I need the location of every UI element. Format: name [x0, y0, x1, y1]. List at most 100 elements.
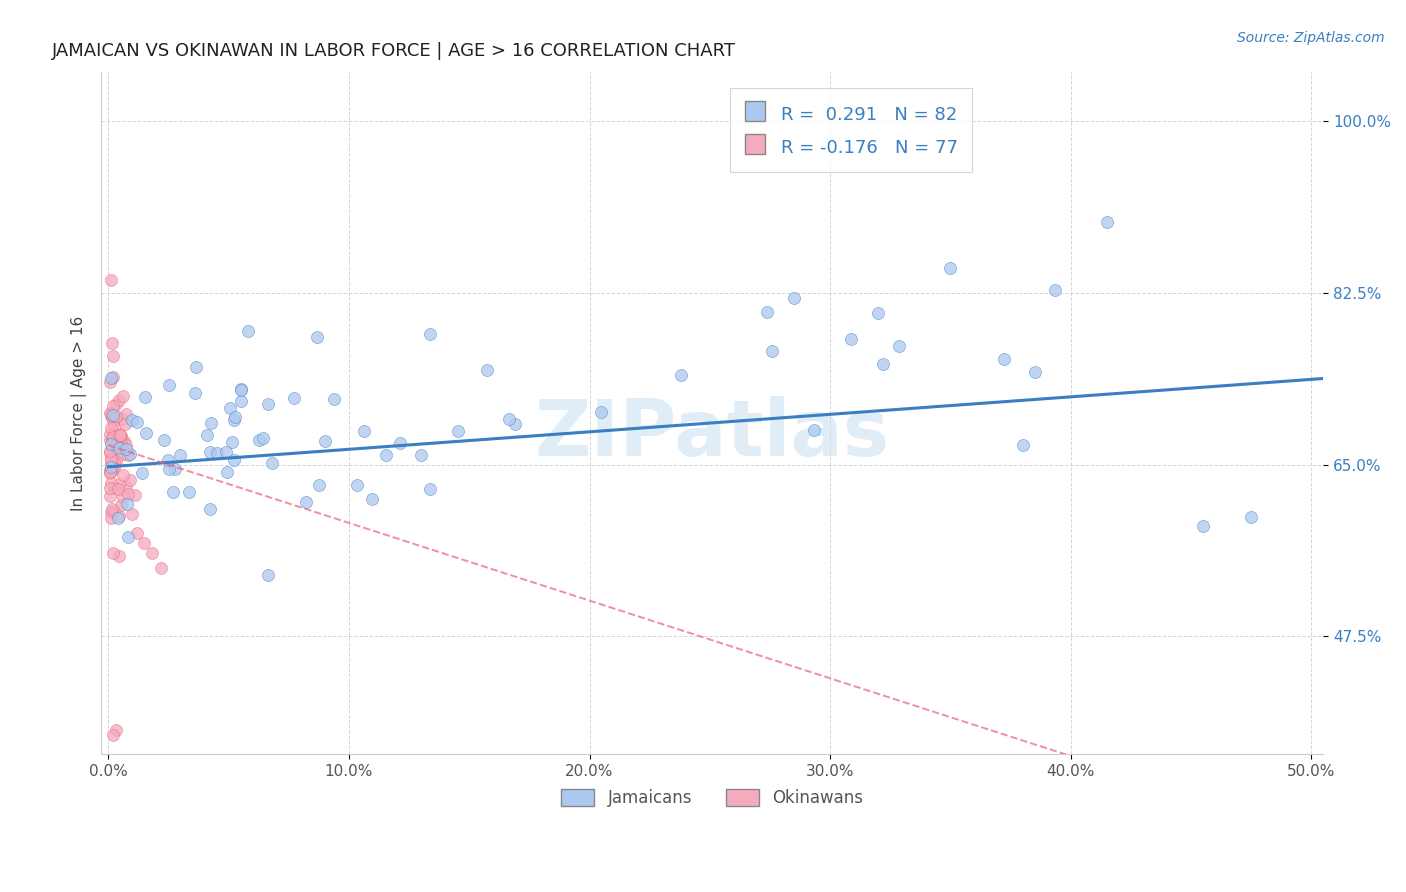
- Point: [1024, 365, 1046, 379]
- Point: [101, 434, 124, 449]
- Point: [104, 409, 127, 423]
- Text: Source: ZipAtlas.com: Source: ZipAtlas.com: [1237, 31, 1385, 45]
- Point: [374, 448, 396, 462]
- Point: [103, 461, 125, 475]
- Point: [98, 481, 121, 495]
- Point: [100, 437, 122, 451]
- Point: [353, 424, 375, 438]
- Point: [103, 482, 125, 496]
- Point: [127, 415, 149, 429]
- Point: [257, 397, 280, 411]
- Point: [98, 406, 121, 420]
- Point: [111, 490, 134, 504]
- Point: [107, 483, 129, 497]
- Point: [105, 440, 128, 454]
- Point: [219, 401, 242, 415]
- Point: [229, 384, 252, 398]
- Point: [305, 330, 328, 344]
- Point: [110, 437, 132, 451]
- Point: [131, 467, 153, 481]
- Point: [803, 423, 825, 437]
- Point: [103, 420, 125, 434]
- Point: [105, 438, 128, 452]
- Point: [100, 475, 122, 490]
- Point: [98, 466, 121, 480]
- Point: [177, 485, 200, 500]
- Point: [756, 305, 779, 319]
- Point: [101, 728, 124, 742]
- Point: [231, 382, 253, 396]
- Point: [111, 389, 134, 403]
- Point: [100, 452, 122, 467]
- Point: [100, 427, 122, 442]
- Point: [141, 546, 163, 560]
- Point: [103, 455, 125, 469]
- Point: [117, 448, 139, 462]
- Point: [361, 491, 384, 506]
- Point: [150, 561, 173, 575]
- Point: [887, 339, 910, 353]
- Point: [120, 447, 142, 461]
- Text: JAMAICAN VS OKINAWAN IN LABOR FORCE | AGE > 16 CORRELATION CHART: JAMAICAN VS OKINAWAN IN LABOR FORCE | AG…: [52, 42, 737, 60]
- Point: [839, 332, 862, 346]
- Point: [100, 444, 122, 458]
- Point: [100, 451, 122, 466]
- Point: [134, 536, 156, 550]
- Legend: Jamaicans, Okinawans: Jamaicans, Okinawans: [554, 782, 870, 814]
- Point: [121, 413, 143, 427]
- Point: [114, 407, 136, 421]
- Point: [100, 505, 122, 519]
- Point: [112, 434, 135, 449]
- Point: [107, 549, 129, 563]
- Point: [184, 359, 207, 374]
- Point: [252, 431, 274, 445]
- Point: [498, 412, 520, 426]
- Point: [200, 502, 222, 516]
- Point: [314, 434, 336, 448]
- Point: [115, 442, 138, 457]
- Point: [247, 433, 270, 447]
- Point: [100, 407, 122, 421]
- Point: [105, 454, 128, 468]
- Point: [107, 393, 129, 408]
- Point: [169, 448, 191, 462]
- Point: [127, 526, 149, 541]
- Point: [100, 464, 122, 478]
- Point: [308, 478, 330, 492]
- Point: [101, 502, 124, 516]
- Point: [110, 499, 132, 513]
- Point: [224, 453, 246, 467]
- Point: [200, 417, 222, 431]
- Point: [238, 324, 260, 338]
- Text: ZIPatlas: ZIPatlas: [534, 396, 890, 472]
- Point: [115, 497, 138, 511]
- Point: [184, 385, 207, 400]
- Point: [993, 352, 1015, 367]
- Point: [283, 391, 305, 405]
- Point: [157, 377, 180, 392]
- Point: [100, 371, 122, 385]
- Point: [165, 462, 187, 476]
- Point: [117, 487, 139, 501]
- Point: [111, 467, 134, 482]
- Point: [1043, 283, 1066, 297]
- Point: [114, 417, 136, 431]
- Point: [221, 434, 243, 449]
- Point: [115, 438, 138, 452]
- Point: [939, 260, 962, 275]
- Point: [100, 460, 122, 475]
- Point: [322, 392, 344, 407]
- Point: [118, 473, 141, 487]
- Point: [100, 409, 122, 424]
- Point: [157, 462, 180, 476]
- Point: [101, 462, 124, 476]
- Point: [200, 445, 222, 459]
- Point: [107, 511, 129, 525]
- Point: [229, 393, 252, 408]
- Point: [101, 430, 124, 444]
- Point: [110, 429, 132, 443]
- Point: [135, 425, 157, 440]
- Point: [111, 447, 134, 461]
- Point: [103, 504, 125, 518]
- Point: [262, 456, 284, 470]
